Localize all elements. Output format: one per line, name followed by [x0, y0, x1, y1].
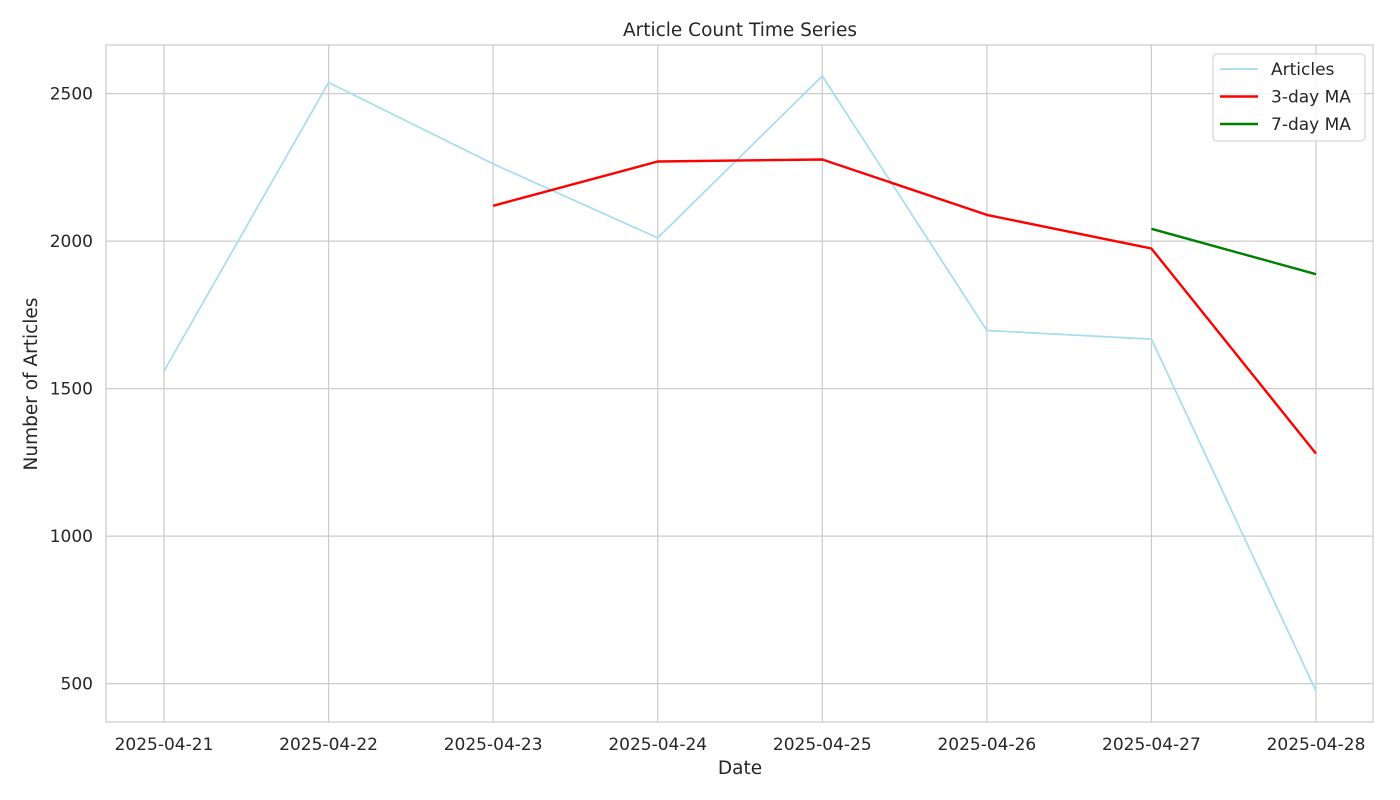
legend-label: 7-day MA	[1271, 115, 1351, 135]
y-tick-label: 2500	[50, 85, 93, 105]
y-tick-label: 1000	[50, 527, 93, 547]
y-axis-label: Number of Articles	[21, 298, 42, 471]
series-line-3-day-ma	[492, 158, 1317, 455]
x-tick-label: 2025-04-26	[937, 735, 1036, 755]
x-tick-label: 2025-04-27	[1102, 735, 1201, 755]
x-tick-label: 2025-04-21	[115, 735, 214, 755]
legend-box	[1212, 53, 1366, 142]
x-tick-label: 2025-04-24	[608, 735, 707, 755]
legend-label: Articles	[1271, 60, 1335, 80]
legend: Articles 3-day MA 7-day MA	[1212, 53, 1366, 142]
series-line-7-day-ma	[1151, 227, 1317, 276]
x-tick-label: 2025-04-28	[1267, 735, 1366, 755]
x-tick-label: 2025-04-25	[773, 735, 872, 755]
legend-label: 3-day MA	[1271, 88, 1351, 108]
series-line-articles	[163, 75, 1317, 692]
series-lines	[163, 75, 1317, 692]
y-tick-labels: 500 1000 1500 2000 2500	[50, 85, 93, 695]
grid	[106, 45, 1373, 722]
x-tick-label: 2025-04-23	[444, 735, 543, 755]
y-tick-label: 500	[61, 675, 93, 695]
y-tick-label: 2000	[50, 232, 93, 252]
x-axis-label: Date	[718, 758, 762, 779]
chart-title: Article Count Time Series	[623, 20, 857, 41]
y-tick-label: 1500	[50, 380, 93, 400]
x-tick-label: 2025-04-22	[279, 735, 378, 755]
x-tick-labels: 2025-04-21 2025-04-22 2025-04-23 2025-04-24…	[115, 735, 1366, 755]
plot-frame	[105, 44, 1374, 723]
